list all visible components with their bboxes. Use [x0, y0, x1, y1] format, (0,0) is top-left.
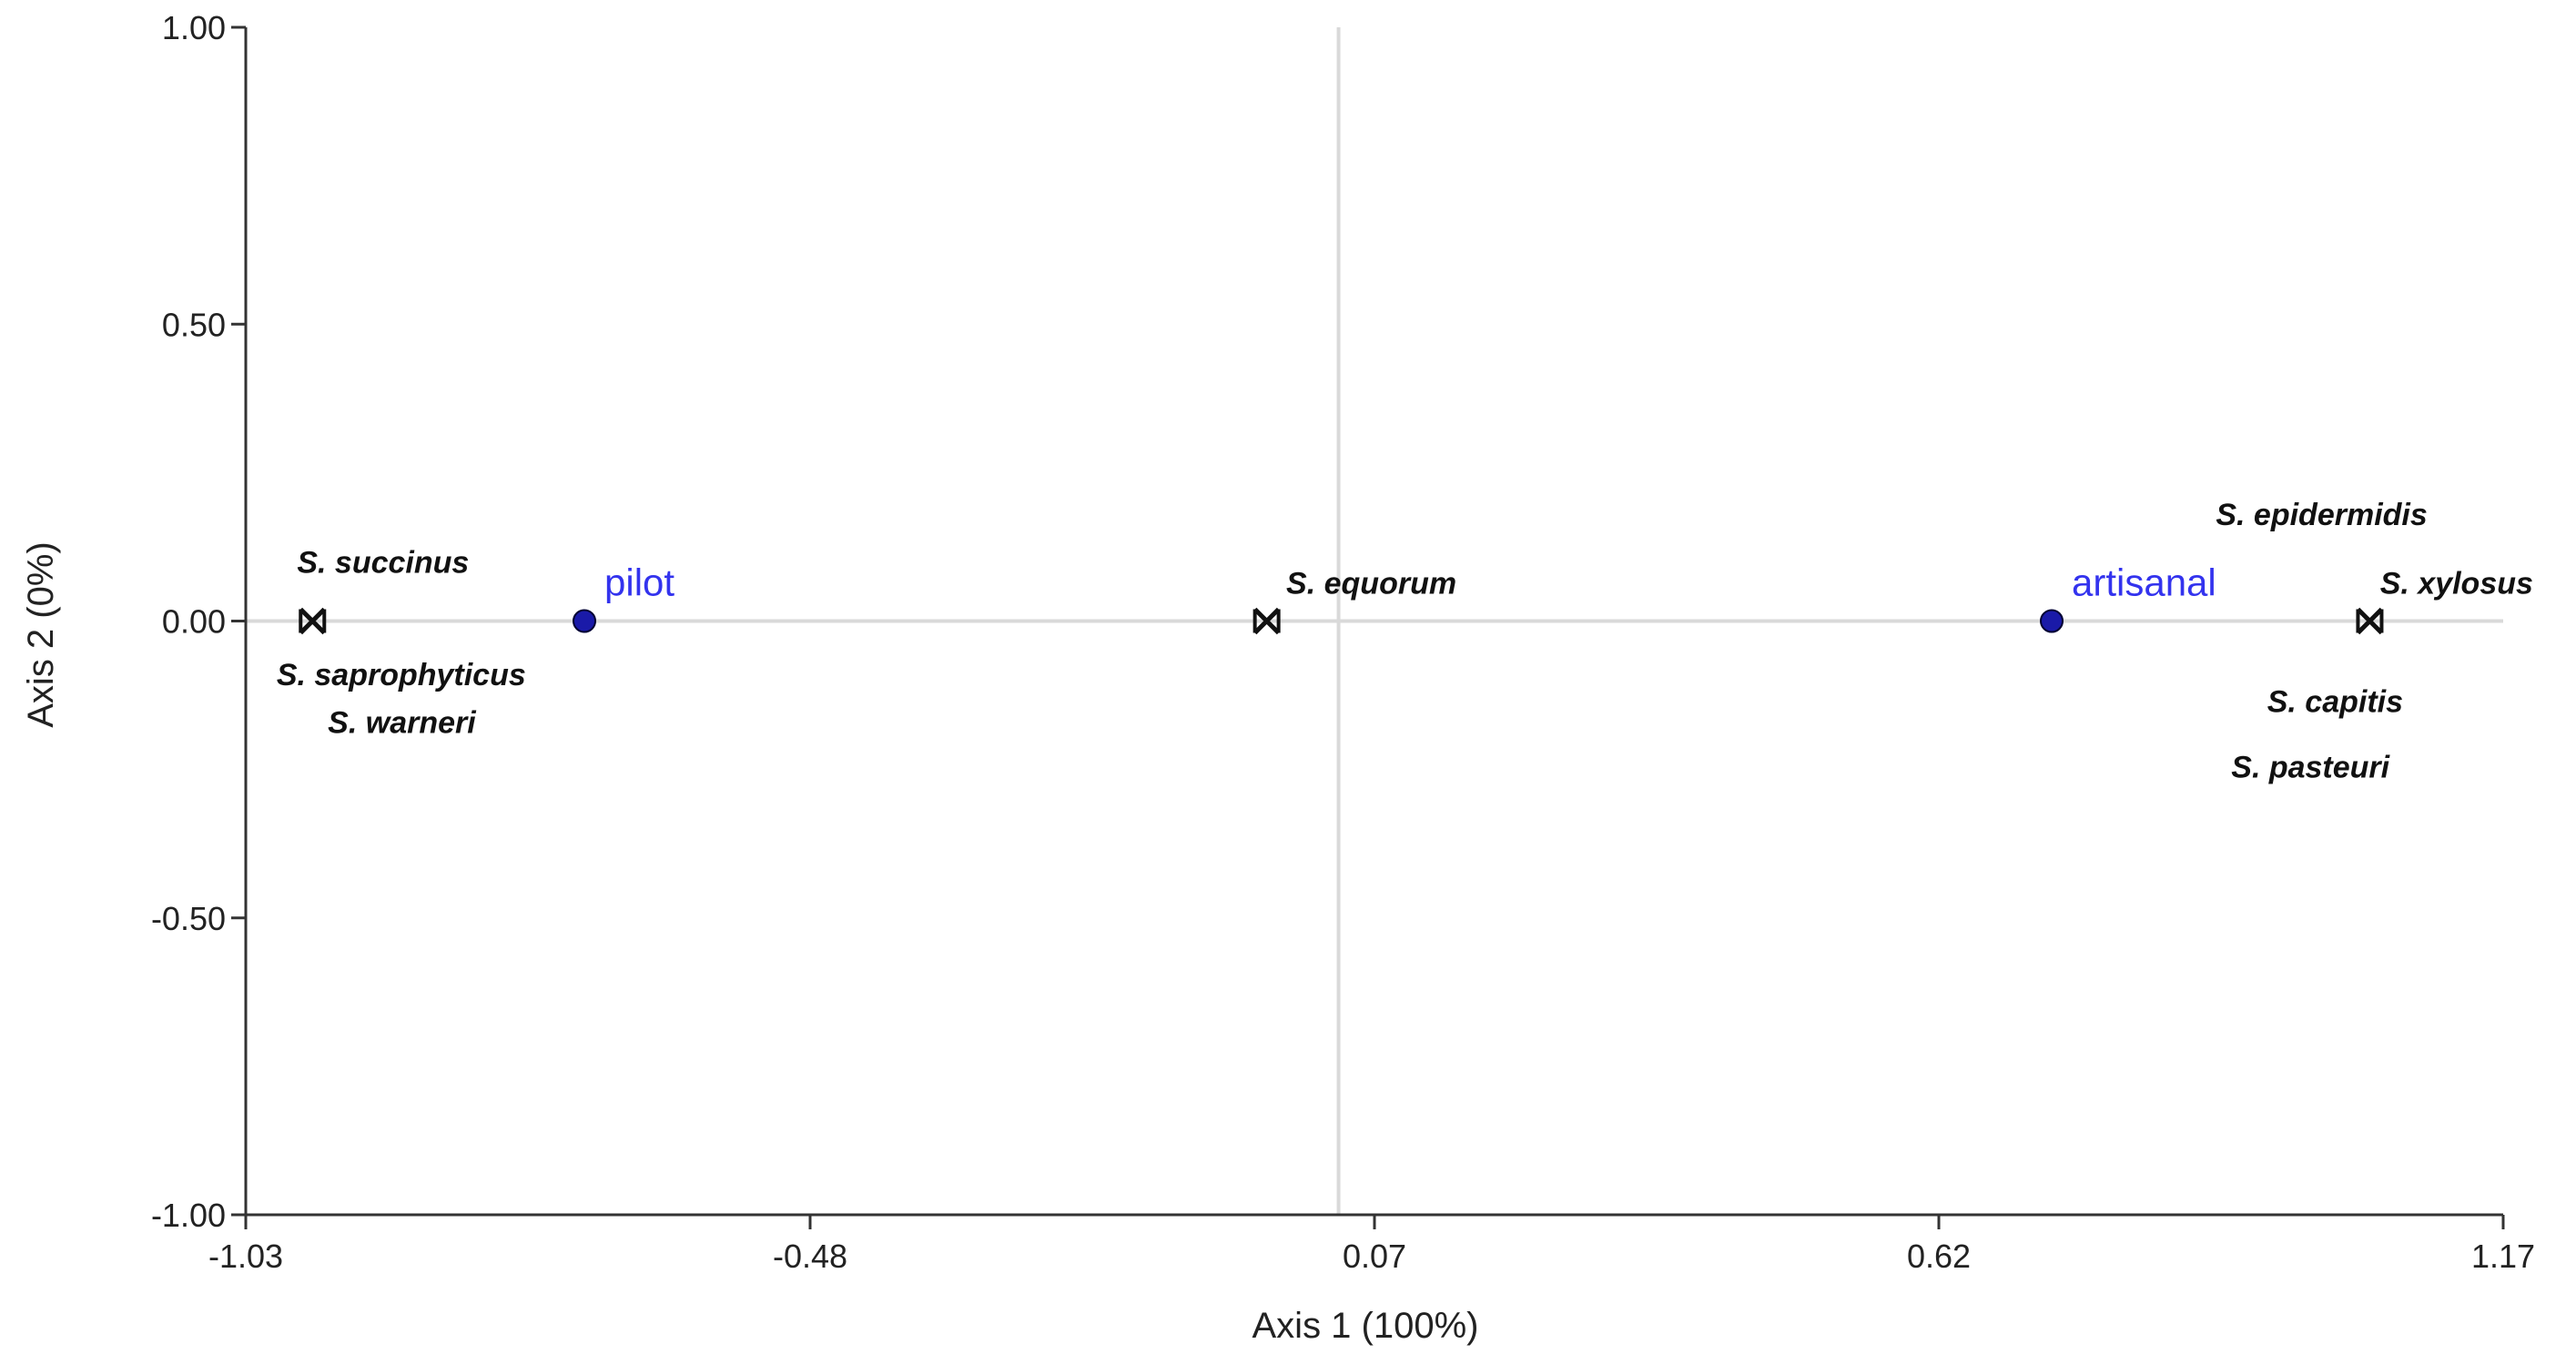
species-marker	[2356, 607, 2384, 635]
species-marker-cross	[299, 607, 327, 635]
group-label: pilot	[604, 561, 674, 604]
species-marker-bars	[1253, 609, 1281, 633]
data-marks	[299, 607, 2384, 635]
group-point	[573, 609, 596, 633]
species-label: S. capitis	[2267, 685, 2403, 720]
species-label: S. warneri	[328, 705, 477, 740]
x-tick-label: -0.48	[773, 1238, 847, 1275]
y-tick-label: 0.00	[162, 603, 226, 641]
species-label: S. epidermidis	[2216, 498, 2427, 532]
species-label: S. xylosus	[2380, 567, 2533, 601]
data-labels: pilot artisanal S. succinus S. saprophyticu…	[277, 498, 2533, 784]
species-label: S. succinus	[297, 545, 469, 580]
species-marker	[299, 607, 327, 635]
species-marker-bars	[299, 609, 327, 633]
species-marker-cross	[1253, 607, 1281, 635]
species-marker	[1253, 607, 1281, 635]
y-axis-title: Axis 2 (0%)	[21, 541, 61, 728]
x-tick-label: 1.17	[2471, 1238, 2535, 1275]
x-tick-label: 0.62	[1907, 1238, 1971, 1275]
species-marker-bars	[2356, 609, 2384, 633]
x-tick-label: 0.07	[1343, 1238, 1406, 1275]
species-label: S. pasteuri	[2231, 750, 2390, 784]
reference-lines	[246, 27, 2503, 1215]
y-tick-label: -0.50	[151, 900, 226, 937]
x-tick-label: -1.03	[208, 1238, 283, 1275]
x-axis-title: Axis 1 (100%)	[1253, 1306, 1479, 1346]
group-point	[2040, 609, 2064, 633]
species-label: S. equorum	[1286, 567, 1456, 601]
axes: 1.00 0.50 0.00 -0.50 -1.00 -1.03 -0.48 0.07 0.62…	[151, 9, 2535, 1275]
species-label: S. saprophyticus	[277, 658, 526, 692]
group-label: artisanal	[2072, 561, 2216, 604]
y-tick-label: 0.50	[162, 306, 226, 343]
y-tick-label: 1.00	[162, 9, 226, 46]
y-tick-label: -1.00	[151, 1197, 226, 1234]
species-marker-cross	[2356, 607, 2384, 635]
